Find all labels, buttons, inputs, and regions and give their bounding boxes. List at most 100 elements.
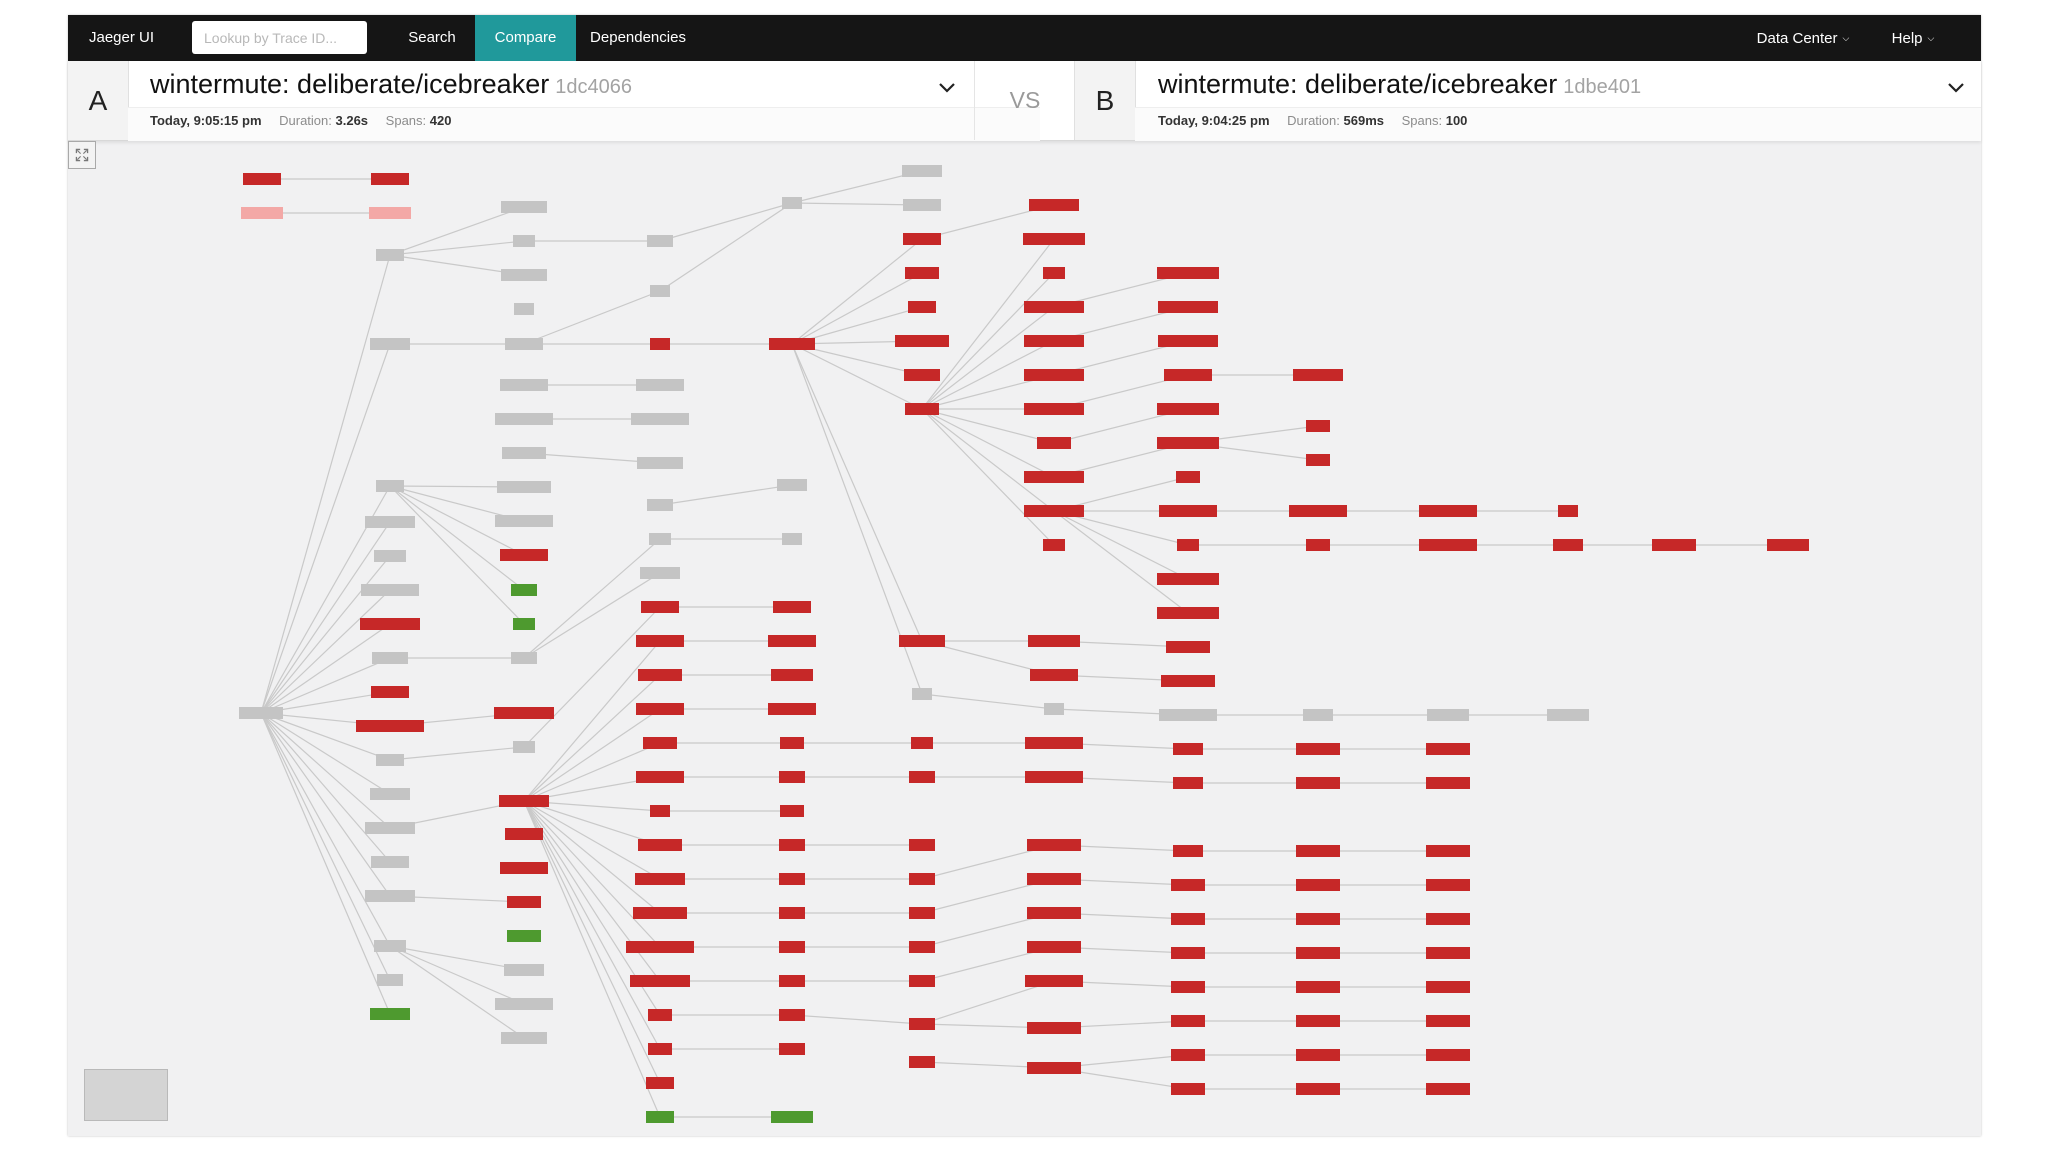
span-node[interactable] bbox=[771, 669, 813, 681]
span-node[interactable] bbox=[495, 515, 553, 527]
span-node[interactable] bbox=[497, 481, 551, 493]
span-node[interactable] bbox=[500, 862, 548, 874]
brand-logo[interactable]: Jaeger UI bbox=[89, 29, 155, 46]
span-node[interactable] bbox=[647, 235, 673, 247]
span-node[interactable] bbox=[646, 1111, 674, 1123]
span-node[interactable] bbox=[513, 741, 535, 753]
span-node[interactable] bbox=[643, 737, 677, 749]
span-node[interactable] bbox=[513, 618, 535, 630]
span-node[interactable] bbox=[638, 669, 682, 681]
span-node[interactable] bbox=[239, 707, 283, 719]
span-node[interactable] bbox=[1296, 1015, 1340, 1027]
span-node[interactable] bbox=[1024, 403, 1084, 415]
span-node[interactable] bbox=[376, 754, 404, 766]
nav-help-dropdown[interactable]: Help ⌵ bbox=[1883, 15, 1943, 61]
span-node[interactable] bbox=[636, 703, 684, 715]
span-node[interactable] bbox=[243, 173, 281, 185]
span-node[interactable] bbox=[779, 771, 805, 783]
span-node[interactable] bbox=[369, 207, 411, 219]
span-node[interactable] bbox=[1293, 369, 1343, 381]
span-node[interactable] bbox=[1427, 709, 1469, 721]
span-node[interactable] bbox=[377, 974, 403, 986]
span-node[interactable] bbox=[372, 652, 408, 664]
span-node[interactable] bbox=[371, 173, 409, 185]
span-node[interactable] bbox=[905, 267, 939, 279]
span-node[interactable] bbox=[1044, 703, 1064, 715]
span-node[interactable] bbox=[636, 771, 684, 783]
span-node[interactable] bbox=[374, 940, 406, 952]
span-node[interactable] bbox=[1419, 505, 1477, 517]
span-node[interactable] bbox=[768, 703, 816, 715]
span-node[interactable] bbox=[241, 207, 283, 219]
span-node[interactable] bbox=[649, 533, 671, 545]
span-node[interactable] bbox=[1171, 981, 1205, 993]
span-node[interactable] bbox=[507, 896, 541, 908]
nav-search[interactable]: Search bbox=[408, 29, 456, 46]
span-node[interactable] bbox=[1296, 947, 1340, 959]
span-node[interactable] bbox=[904, 369, 940, 381]
span-node[interactable] bbox=[1303, 709, 1333, 721]
span-node[interactable] bbox=[1024, 471, 1084, 483]
span-node[interactable] bbox=[1025, 771, 1083, 783]
span-node[interactable] bbox=[1161, 675, 1215, 687]
trace-a-title[interactable]: wintermute: deliberate/icebreaker 1dc4066 bbox=[150, 69, 632, 100]
span-node[interactable] bbox=[1027, 1022, 1081, 1034]
span-node[interactable] bbox=[779, 975, 805, 987]
span-node[interactable] bbox=[495, 413, 553, 425]
span-node[interactable] bbox=[779, 873, 805, 885]
span-node[interactable] bbox=[647, 499, 673, 511]
span-node[interactable] bbox=[911, 737, 933, 749]
span-node[interactable] bbox=[1157, 607, 1219, 619]
span-node[interactable] bbox=[1553, 539, 1583, 551]
span-node[interactable] bbox=[909, 771, 935, 783]
span-node[interactable] bbox=[1159, 505, 1217, 517]
span-node[interactable] bbox=[1158, 335, 1218, 347]
span-node[interactable] bbox=[1177, 539, 1199, 551]
nav-dependencies[interactable]: Dependencies bbox=[590, 29, 686, 46]
span-node[interactable] bbox=[912, 688, 932, 700]
trace-diff-graph[interactable] bbox=[68, 141, 1981, 1136]
span-node[interactable] bbox=[1558, 505, 1578, 517]
span-node[interactable] bbox=[1028, 635, 1080, 647]
span-node[interactable] bbox=[507, 930, 541, 942]
span-node[interactable] bbox=[1043, 539, 1065, 551]
span-node[interactable] bbox=[909, 1056, 935, 1068]
span-node[interactable] bbox=[782, 197, 802, 209]
span-node[interactable] bbox=[1426, 1049, 1470, 1061]
span-node[interactable] bbox=[899, 635, 945, 647]
span-node[interactable] bbox=[1296, 879, 1340, 891]
span-node[interactable] bbox=[360, 618, 420, 630]
span-node[interactable] bbox=[1171, 879, 1205, 891]
expand-icon[interactable] bbox=[68, 141, 96, 169]
span-node[interactable] bbox=[1024, 505, 1084, 517]
span-node[interactable] bbox=[495, 998, 553, 1010]
span-node[interactable] bbox=[779, 1043, 805, 1055]
span-node[interactable] bbox=[895, 335, 949, 347]
chevron-down-icon[interactable] bbox=[1943, 75, 1969, 101]
span-node[interactable] bbox=[646, 1077, 674, 1089]
span-node[interactable] bbox=[1426, 1083, 1470, 1095]
span-node[interactable] bbox=[902, 165, 942, 177]
nav-data-center-dropdown[interactable]: Data Center ⌵ bbox=[1748, 15, 1858, 61]
span-node[interactable] bbox=[499, 795, 549, 807]
span-node[interactable] bbox=[1027, 839, 1081, 851]
span-node[interactable] bbox=[909, 975, 935, 987]
span-node[interactable] bbox=[374, 550, 406, 562]
span-node[interactable] bbox=[376, 480, 404, 492]
span-node[interactable] bbox=[779, 907, 805, 919]
span-node[interactable] bbox=[636, 379, 684, 391]
span-node[interactable] bbox=[1029, 199, 1079, 211]
span-node[interactable] bbox=[1043, 267, 1065, 279]
span-node[interactable] bbox=[909, 1018, 935, 1030]
span-node[interactable] bbox=[650, 805, 670, 817]
span-node[interactable] bbox=[356, 720, 424, 732]
span-node[interactable] bbox=[633, 907, 687, 919]
span-node[interactable] bbox=[903, 199, 941, 211]
trace-id-lookup-input[interactable] bbox=[192, 21, 367, 54]
span-node[interactable] bbox=[1426, 913, 1470, 925]
span-node[interactable] bbox=[635, 873, 685, 885]
span-node[interactable] bbox=[779, 839, 805, 851]
span-node[interactable] bbox=[1157, 403, 1219, 415]
span-node[interactable] bbox=[504, 964, 544, 976]
span-node[interactable] bbox=[1289, 505, 1347, 517]
